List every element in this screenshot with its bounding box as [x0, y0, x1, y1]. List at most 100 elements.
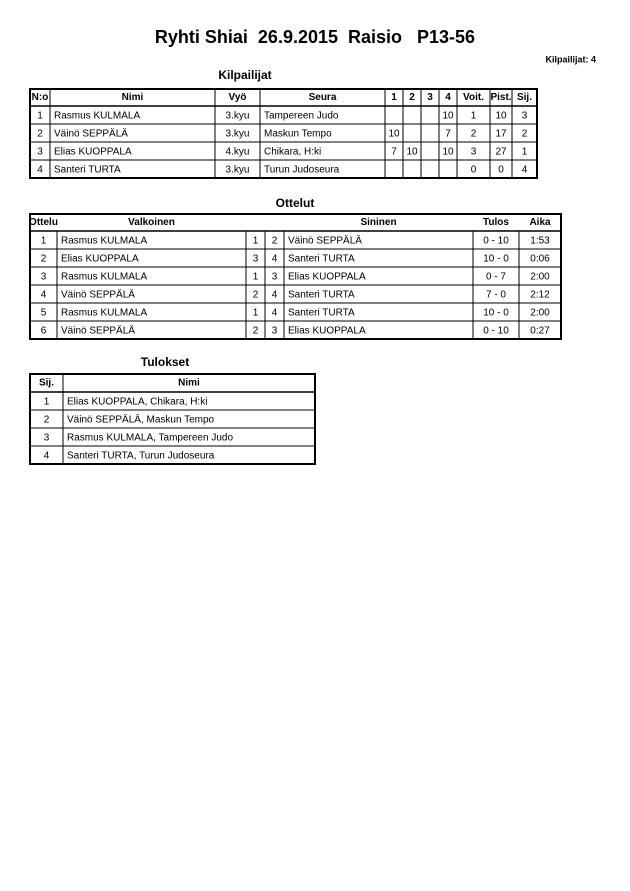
cell-text: 1 — [41, 236, 47, 247]
cell-text: 1:53 — [530, 236, 550, 247]
cell-text: 7 — [391, 147, 397, 158]
column-header: 1 — [391, 92, 397, 103]
cell-text: Väinö SEPPÄLÄ, Maskun Tempo — [67, 414, 215, 426]
cell-text: 0 - 10 — [483, 326, 509, 337]
column-header: N:o — [32, 92, 49, 103]
cell-text: Rasmus KULMALA — [61, 272, 147, 283]
cell-text: 3 — [471, 147, 477, 158]
section-title: Tulokset — [141, 355, 189, 369]
title: Ryhti Shiai 26.9.2015 Raisio P13-56 — [155, 27, 475, 47]
cell-text: 10 — [406, 147, 418, 158]
cell-text: 0:27 — [530, 326, 550, 337]
column-header: Aika — [529, 217, 551, 228]
cell-text: 3.kyu — [226, 165, 250, 176]
cell-text: Rasmus KULMALA — [61, 236, 147, 247]
cell-text: 10 — [495, 111, 507, 122]
cell-text: Rasmus KULMALA — [61, 308, 147, 319]
cell-text: 3.kyu — [226, 111, 250, 122]
cell-text: 3 — [272, 326, 278, 337]
cell-text: Rasmus KULMALA, Tampereen Judo — [67, 433, 233, 444]
column-header: 4 — [445, 92, 451, 103]
cell-text: 10 — [442, 147, 454, 158]
cell-text: Elias KUOPPALA, Chikara, H:ki — [67, 397, 207, 408]
column-header: Valkoinen — [128, 217, 175, 228]
cell-text: 2 — [37, 129, 43, 140]
cell-text: Santeri TURTA, Turun Judoseura — [67, 451, 215, 462]
cell-text: Santeri TURTA — [288, 254, 355, 265]
cell-text: 7 — [445, 129, 451, 140]
cell-text: 7 - 0 — [486, 290, 506, 301]
cell-text: 27 — [495, 147, 507, 158]
column-header: Voit. — [463, 92, 484, 103]
cell-text: Maskun Tempo — [264, 129, 332, 140]
cell-text: 1 — [253, 236, 259, 247]
cell-text: 1 — [522, 147, 528, 158]
cell-text: Turun Judoseura — [264, 165, 340, 176]
cell-text: 0 — [498, 165, 504, 176]
cell-text: 2:00 — [530, 272, 550, 283]
cell-text: 4 — [37, 165, 43, 176]
cell-text: 4 — [272, 254, 278, 265]
cell-text: 2 — [44, 415, 50, 426]
cell-text: Rasmus KULMALA — [54, 111, 140, 122]
cell-text: 1 — [471, 111, 477, 122]
cell-text: 10 - 0 — [483, 308, 509, 319]
cell-text: 1 — [253, 272, 259, 283]
cell-text: 2 — [471, 129, 477, 140]
section-title: Ottelut — [276, 196, 315, 210]
cell-text: 10 — [442, 111, 454, 122]
cell-text: Väinö SEPPÄLÄ — [288, 235, 362, 247]
cell-text: 4 — [41, 290, 47, 301]
cell-text: Elias KUOPPALA — [61, 254, 139, 265]
column-header: Pist. — [490, 92, 511, 103]
cell-text: Väinö SEPPÄLÄ — [61, 289, 135, 301]
cell-text: 17 — [495, 129, 507, 140]
cell-text: 2 — [253, 290, 259, 301]
cell-text: 4.kyu — [226, 147, 250, 158]
column-header: 2 — [409, 92, 415, 103]
cell-text: 1 — [44, 397, 50, 408]
column-header: Vyö — [229, 92, 247, 103]
cell-text: 4 — [522, 165, 528, 176]
cell-text: Väinö SEPPÄLÄ — [61, 325, 135, 337]
cell-text: 2 — [41, 254, 47, 265]
cell-text: Santeri TURTA — [288, 308, 355, 319]
column-header: Ottelu — [29, 217, 58, 228]
cell-text: 4 — [44, 451, 50, 462]
count: Kilpailijat: 4 — [545, 54, 596, 64]
cell-text: Santeri TURTA — [54, 165, 121, 176]
cell-text: 6 — [41, 326, 47, 337]
cell-text: 3 — [522, 111, 528, 122]
column-header: Seura — [309, 92, 337, 103]
cell-text: 3 — [44, 433, 50, 444]
cell-text: 4 — [272, 290, 278, 301]
cell-text: 10 - 0 — [483, 254, 509, 265]
column-header: 3 — [427, 92, 433, 103]
cell-text: 0 - 10 — [483, 236, 509, 247]
cell-text: 3 — [41, 272, 47, 283]
cell-text: 5 — [41, 308, 47, 319]
cell-text: 2 — [272, 236, 278, 247]
cell-text: 2 — [522, 129, 528, 140]
cell-text: 4 — [272, 308, 278, 319]
cell-text: Santeri TURTA — [288, 290, 355, 301]
section-title: Kilpailijat — [218, 68, 271, 82]
column-header: Tulos — [483, 217, 509, 228]
cell-text: 2 — [253, 326, 259, 337]
column-header: Nimi — [178, 378, 200, 389]
cell-text: 1 — [37, 111, 43, 122]
cell-text: Elias KUOPPALA — [54, 147, 132, 158]
cell-text: Elias KUOPPALA — [288, 272, 366, 283]
cell-text: 1 — [253, 308, 259, 319]
table-border — [29, 88, 538, 179]
column-header: Sij. — [517, 92, 532, 103]
cell-text: 2:12 — [530, 290, 550, 301]
cell-text: 2:00 — [530, 308, 550, 319]
cell-text: 3 — [253, 254, 259, 265]
cell-text: 0 - 7 — [486, 272, 506, 283]
cell-text: 0 — [471, 165, 477, 176]
cell-text: 3.kyu — [226, 129, 250, 140]
cell-text: Elias KUOPPALA — [288, 326, 366, 337]
column-header: Sij. — [39, 378, 54, 389]
